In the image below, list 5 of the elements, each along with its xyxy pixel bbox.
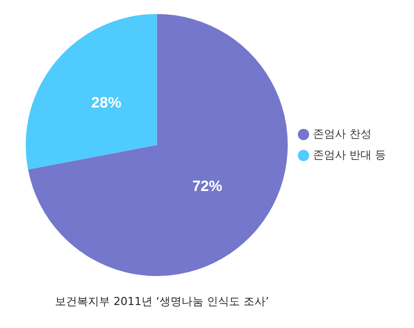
legend-label: 존엄사 찬성 xyxy=(313,127,372,140)
legend-label: 존엄사 반대 등 xyxy=(313,148,386,162)
text: 보건복지부 2011년 ‘생명나눔 인식도 조사’ xyxy=(55,294,270,309)
data-label: 72% xyxy=(192,178,222,195)
data-label: 28% xyxy=(91,94,122,112)
